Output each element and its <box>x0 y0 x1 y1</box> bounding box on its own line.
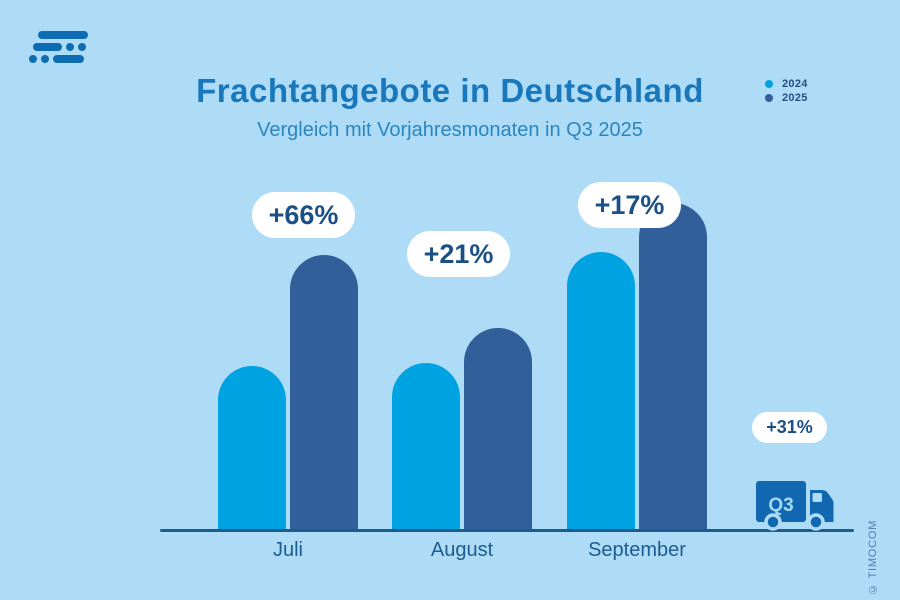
logo-dot <box>78 43 86 51</box>
bar-2025-september <box>639 203 707 530</box>
truck-wheel <box>807 513 825 531</box>
legend-dot-2024 <box>765 80 773 88</box>
truck-q3-label: Q3 <box>768 495 793 516</box>
pct-pill-juli: +66% <box>252 192 355 238</box>
legend-dot-2025 <box>765 94 773 102</box>
pct-pill-september: +17% <box>578 182 681 228</box>
logo-dot <box>29 55 37 63</box>
logo-dot <box>66 43 74 51</box>
timocom-logo-icon <box>29 31 88 67</box>
legend-item-2025: 2025 <box>765 91 808 105</box>
bar-2024-august <box>392 363 460 530</box>
legend-label-2024: 2024 <box>782 78 808 90</box>
truck-window <box>812 493 822 502</box>
baseline-axis <box>160 529 854 532</box>
legend: 2024 2025 <box>765 77 808 105</box>
page-title: Frachtangebote in Deutschland <box>196 72 704 109</box>
logo-bar <box>53 55 84 63</box>
legend-item-2024: 2024 <box>765 77 808 91</box>
bar-2025-juli <box>290 255 358 530</box>
page-subtitle: Vergleich mit Vorjahresmonaten in Q3 202… <box>257 119 643 141</box>
month-label-august: August <box>430 539 494 561</box>
logo-bar <box>33 43 62 51</box>
copyright-text: © TIMOCOM <box>867 519 879 595</box>
month-label-juli: Juli <box>272 539 304 561</box>
bar-2024-september <box>567 252 635 530</box>
truck-icon: Q3 <box>756 481 834 531</box>
truck-wheel <box>764 513 782 531</box>
bar-2024-juli <box>218 366 286 530</box>
bar-2025-august <box>464 328 532 530</box>
month-label-september: September <box>588 539 686 561</box>
logo-bar <box>38 31 88 39</box>
pct-pill-q3-gesamt: +31% <box>752 412 827 443</box>
legend-label-2025: 2025 <box>782 92 808 104</box>
pct-pill-august: +21% <box>407 231 510 277</box>
logo-dot <box>41 55 49 63</box>
